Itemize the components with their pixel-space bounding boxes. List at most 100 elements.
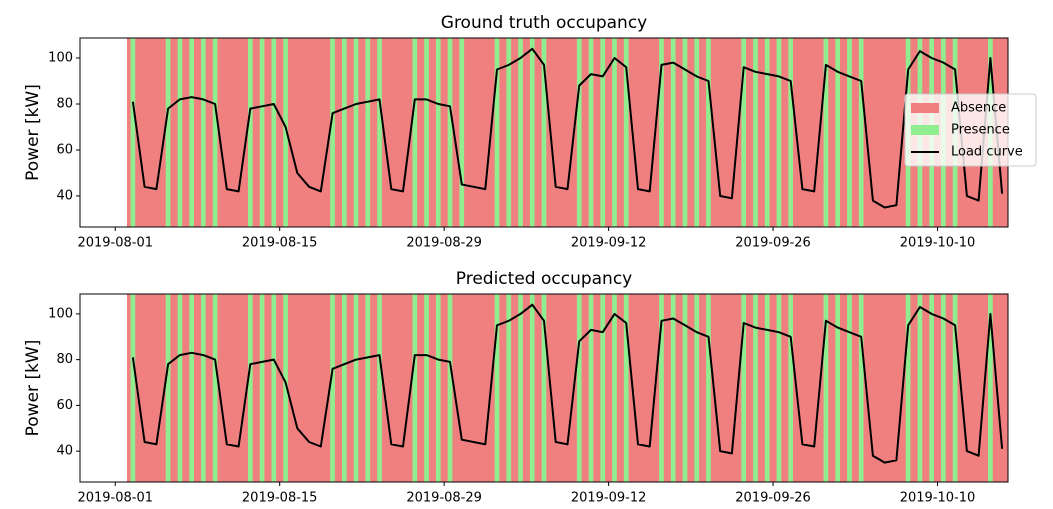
presence-band (823, 294, 829, 482)
presence-band (200, 294, 206, 482)
presence-band (623, 294, 629, 482)
x-tick-label: 2019-08-15 (242, 491, 318, 506)
y-tick-label: 80 (56, 352, 73, 367)
presence-band (858, 38, 864, 227)
absence-band (126, 294, 1008, 482)
presence-band (612, 294, 617, 482)
presence-band (189, 38, 194, 227)
presence-band (424, 294, 429, 482)
presence-band (682, 294, 688, 482)
presence-band (706, 294, 711, 482)
plot-area (126, 294, 1008, 482)
presence-band (177, 294, 183, 482)
x-tick-label: 2019-09-12 (571, 491, 647, 506)
presence-band (741, 38, 747, 227)
presence-band (576, 38, 582, 227)
presence-band (130, 38, 136, 227)
presence-band (694, 38, 700, 227)
x-tick-label: 2019-08-29 (406, 491, 482, 506)
legend-swatch (911, 103, 939, 113)
x-tick-label: 2019-09-26 (735, 491, 811, 506)
x-tick-label: 2019-09-12 (571, 236, 647, 251)
presence-band (424, 38, 429, 227)
presence-band (341, 38, 347, 227)
presence-band (341, 294, 347, 482)
presence-band (847, 38, 852, 227)
presence-band (459, 38, 465, 227)
presence-band (623, 38, 629, 227)
presence-band (330, 38, 335, 227)
y-tick-label: 100 (48, 51, 73, 66)
presence-band (694, 294, 700, 482)
x-tick-label: 2019-08-15 (242, 236, 318, 251)
presence-band (130, 294, 136, 482)
y-axis-label: Power [kW] (23, 84, 43, 181)
presence-band (670, 38, 676, 227)
presence-band (858, 294, 864, 482)
presence-band (435, 294, 441, 482)
x-tick-label: 2019-08-29 (406, 236, 482, 251)
presence-band (776, 294, 782, 482)
presence-band (941, 294, 946, 482)
presence-band (518, 38, 523, 227)
presence-band (753, 38, 758, 227)
presence-band (412, 294, 418, 482)
presence-band (377, 294, 382, 482)
presence-band (929, 294, 934, 482)
presence-band (670, 294, 676, 482)
presence-band (776, 38, 782, 227)
x-tick-label: 2019-08-01 (77, 236, 153, 251)
presence-band (189, 294, 194, 482)
y-tick-label: 80 (56, 96, 73, 111)
presence-band (494, 294, 500, 482)
presence-band (764, 38, 770, 227)
presence-band (600, 38, 606, 227)
y-tick-label: 100 (48, 306, 73, 321)
y-tick-label: 40 (56, 444, 73, 459)
x-tick-label: 2019-08-01 (77, 491, 153, 506)
presence-band (706, 38, 711, 227)
presence-band (247, 38, 253, 227)
absence-band (126, 38, 1008, 227)
presence-band (917, 294, 923, 482)
presence-band (659, 38, 664, 227)
presence-band (435, 38, 441, 227)
presence-band (588, 294, 594, 482)
presence-band (988, 294, 993, 482)
presence-band (447, 38, 453, 227)
presence-band (764, 294, 770, 482)
legend-label: Load curve (951, 145, 1023, 160)
y-axis-label: Power [kW] (23, 340, 43, 437)
presence-band (835, 294, 841, 482)
presence-band (753, 294, 758, 482)
y-tick-label: 40 (56, 188, 73, 203)
presence-band (365, 294, 371, 482)
presence-band (529, 38, 535, 227)
x-tick-label: 2019-09-26 (735, 236, 811, 251)
presence-band (177, 38, 183, 227)
x-tick-label: 2019-10-10 (900, 236, 976, 251)
presence-band (365, 38, 371, 227)
presence-band (447, 294, 453, 482)
legend-label: Absence (951, 101, 1006, 116)
legend-label: Presence (951, 123, 1010, 138)
presence-band (247, 294, 253, 482)
presence-band (612, 38, 617, 227)
presence-band (541, 294, 547, 482)
plot-area (126, 38, 1008, 227)
presence-band (682, 38, 688, 227)
presence-band (506, 38, 512, 227)
y-tick-label: 60 (56, 142, 73, 157)
presence-band (271, 294, 277, 482)
chart-title: Predicted occupancy (456, 269, 632, 289)
presence-band (165, 38, 171, 227)
presence-band (506, 294, 512, 482)
y-tick-label: 60 (56, 398, 73, 413)
presence-band (788, 38, 794, 227)
presence-band (494, 38, 500, 227)
presence-band (283, 38, 288, 227)
presence-band (200, 38, 206, 227)
presence-band (353, 38, 359, 227)
presence-band (788, 294, 794, 482)
presence-band (377, 38, 382, 227)
